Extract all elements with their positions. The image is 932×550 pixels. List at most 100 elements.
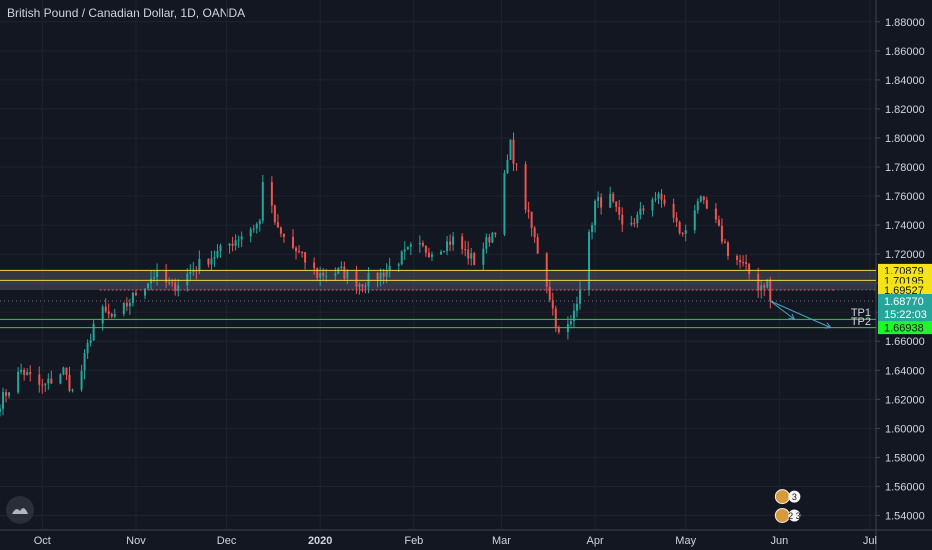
candle-body [621,214,624,225]
candle-body [684,230,687,234]
candle-body [467,249,470,259]
candle-body [491,232,494,243]
candle-body [301,252,304,254]
candle-body [128,302,131,307]
candle-body [633,222,636,224]
candle-body [156,270,159,278]
candle-body [506,159,509,173]
candle-body [113,314,116,317]
candle-body [569,321,572,325]
candle-body [452,236,455,245]
candle-body [736,255,739,260]
candle-body [8,392,11,396]
candle-body [748,263,751,275]
y-tick-label: 1.78000 [885,162,925,174]
y-tick-label: 1.76000 [885,191,925,203]
candle-body [150,278,153,284]
candle-body [654,198,657,200]
candle-body [65,367,68,375]
y-tick-label: 1.86000 [885,46,925,58]
candle-body [304,252,307,263]
candle-body [588,231,591,290]
candle-body [270,182,273,206]
candle-body [470,253,473,259]
candle-body [343,266,346,279]
candle-body [524,164,527,210]
candle-body [228,243,231,246]
candle-body [503,172,506,235]
candle-body [705,200,708,209]
candle-body [340,266,343,269]
candle-body [147,283,150,289]
candle-body [213,256,216,259]
candle-body [630,222,633,225]
tradingview-logo [6,496,34,524]
candle-body [548,286,551,301]
candle-body [421,242,424,246]
candle-body [527,209,530,212]
candle-body [198,258,201,271]
candle-body [17,371,20,393]
candle-body [252,228,255,230]
target-arrowhead [788,313,796,321]
x-tick-label: Oct [34,535,51,547]
candle-body [572,310,575,322]
candle-body [409,244,412,247]
candle-body [403,249,406,252]
candle-body [424,245,427,253]
candle-body [406,246,409,250]
y-tick-label: 1.66000 [885,336,925,348]
candle-body [26,371,29,375]
candle-body [125,302,128,307]
candle-body [276,222,279,228]
candle-body [575,303,578,311]
event-count-label: 2 3 [788,511,801,521]
candle-body [86,343,89,354]
y-tick-label: 1.58000 [885,452,925,464]
candle-body [693,210,696,231]
y-tick-label: 1.62000 [885,394,925,406]
candle-body [657,193,660,199]
candle-body [219,245,222,251]
candle-body [216,250,219,257]
candle-body [316,268,319,278]
candle-body [681,233,684,235]
candle-body [726,242,729,256]
candle-body [594,200,597,226]
candle-body [131,292,134,303]
x-tick-label: Jun [770,535,788,547]
candle-body [171,282,174,284]
candle-body [464,249,467,251]
candle-body [618,207,621,215]
candle-body [446,241,449,252]
candle-body [696,201,699,211]
candle-body [255,223,258,229]
candle-body [609,193,612,208]
chart-title: British Pound / Canadian Dollar, 1D, OAN… [7,6,246,20]
candle-body [59,374,62,384]
price-badge-label: 1.66938 [884,323,924,335]
candle-body [763,285,766,288]
candle-body [769,279,772,302]
event-count-label: 3 [792,492,797,502]
y-tick-label: 1.74000 [885,220,925,232]
candle-body [376,272,379,280]
candle-body [92,323,95,341]
candle-body [400,251,403,265]
candle-body [325,275,328,277]
candle-body [600,197,603,208]
candle-body [367,272,370,287]
candle-body [104,306,107,312]
x-tick-label: Nov [126,535,146,547]
candle-body [578,289,581,304]
price-badge-pink-dotted [878,283,932,297]
candle-body [639,208,642,215]
candle-body [699,196,702,202]
candle-body [107,311,110,314]
x-tick-label: Feb [404,535,423,547]
y-tick-label: 1.88000 [885,17,925,29]
candle-body [509,139,512,160]
candle-body [207,258,210,265]
candle-body [642,208,645,211]
